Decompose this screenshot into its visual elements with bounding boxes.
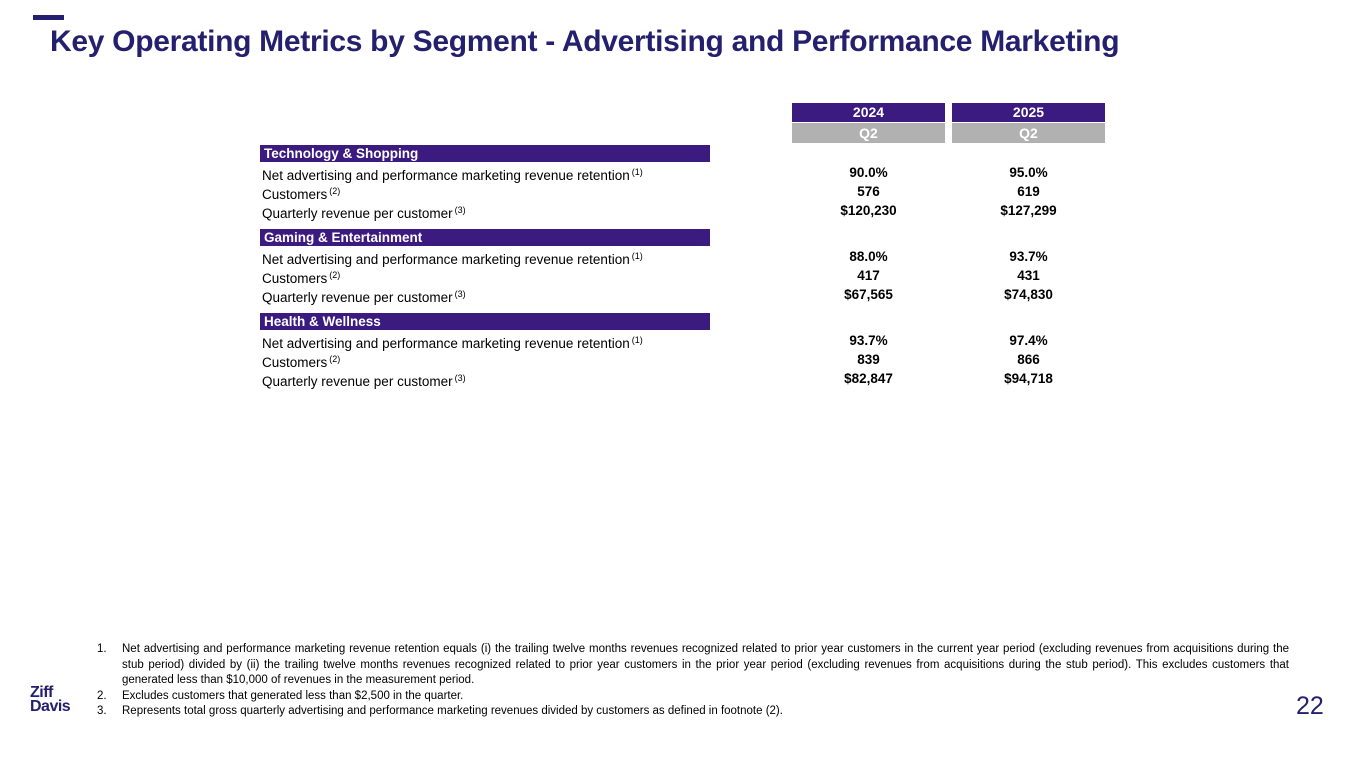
quarter-label-2025: Q2 <box>952 123 1105 143</box>
metric-row: Quarterly revenue per customer (3) $120,2… <box>0 201 1365 223</box>
footnote-marker: (1) <box>631 167 643 177</box>
page-title: Key Operating Metrics by Segment - Adver… <box>50 25 1120 58</box>
footnote-marker: (1) <box>631 335 643 345</box>
metric-value-2024: 88.0% <box>849 249 888 264</box>
logo-line-2: Davis <box>30 698 71 715</box>
ziff-davis-logo: Ziff Davis <box>30 684 71 715</box>
metric-value-2024: $67,565 <box>844 287 893 302</box>
metric-value-2024: 417 <box>857 268 880 283</box>
metric-label-text: Quarterly revenue per customer <box>262 374 453 389</box>
year-label-2025: 2025 <box>952 103 1105 122</box>
metric-value-2025: $127,299 <box>1000 203 1057 218</box>
title-accent-bar <box>33 15 64 20</box>
metric-value-2024: 93.7% <box>849 333 888 348</box>
footnote-marker: (3) <box>454 205 466 215</box>
metric-label-text: Customers <box>262 271 328 286</box>
metric-value-2025: 431 <box>1017 268 1040 283</box>
footnote-text: Represents total gross quarterly adverti… <box>122 705 783 717</box>
quarter-label-2024: Q2 <box>792 123 945 143</box>
footnote-item: 3. Represents total gross quarterly adve… <box>97 704 1289 720</box>
footnote-number: 2. <box>97 689 107 702</box>
metric-label-text: Customers <box>262 187 328 202</box>
metric-row: Quarterly revenue per customer (3) $67,56… <box>0 285 1365 307</box>
metric-value-2025: 97.4% <box>1009 333 1048 348</box>
segment-header: Health & Wellness <box>260 313 710 330</box>
footnotes: 1. Net advertising and performance marke… <box>97 642 1289 720</box>
metric-label-text: Quarterly revenue per customer <box>262 206 453 221</box>
segment-header: Technology & Shopping <box>260 145 710 162</box>
metric-value-2024: $82,847 <box>844 371 893 386</box>
footnote-marker: (3) <box>454 289 466 299</box>
year-label-2024: 2024 <box>792 103 945 122</box>
metric-row: Customers (2) 839 866 <box>0 350 1365 372</box>
metric-row: Net advertising and performance marketin… <box>0 247 1365 269</box>
footnote-text: Excludes customers that generated less t… <box>122 689 464 702</box>
metric-label-text: Net advertising and performance marketin… <box>262 336 630 351</box>
metric-row: Quarterly revenue per customer (3) $82,84… <box>0 369 1365 391</box>
metric-row: Net advertising and performance marketin… <box>0 331 1365 353</box>
metric-value-2025: $94,718 <box>1004 371 1053 386</box>
metric-label-text: Net advertising and performance marketin… <box>262 168 630 183</box>
metric-label: Net advertising and performance marketin… <box>262 331 643 353</box>
metric-label: Quarterly revenue per customer (3) <box>262 285 466 307</box>
metric-row: Customers (2) 576 619 <box>0 182 1365 204</box>
footnote-text: Net advertising and performance marketin… <box>122 643 1289 686</box>
metric-label: Customers (2) <box>262 266 340 288</box>
metric-value-2025: 619 <box>1017 184 1040 199</box>
metric-row: Customers (2) 417 431 <box>0 266 1365 288</box>
metric-value-2025: 93.7% <box>1009 249 1048 264</box>
metric-label: Quarterly revenue per customer (3) <box>262 201 466 223</box>
metric-value-2024: 576 <box>857 184 880 199</box>
logo-line-1: Ziff <box>30 684 53 701</box>
metric-label: Quarterly revenue per customer (3) <box>262 369 466 391</box>
metric-label: Net advertising and performance marketin… <box>262 163 643 185</box>
footnote-number: 3. <box>97 705 107 717</box>
metric-value-2024: $120,230 <box>840 203 897 218</box>
metric-value-2024: 839 <box>857 352 880 367</box>
footnote-marker: (2) <box>329 354 341 364</box>
footnote-item: 1. Net advertising and performance marke… <box>97 642 1289 689</box>
footnote-marker: (3) <box>454 373 466 383</box>
metric-row: Net advertising and performance marketin… <box>0 163 1365 185</box>
metric-value-2025: $74,830 <box>1004 287 1053 302</box>
page-number: 22 <box>1296 692 1324 720</box>
footnote-marker: (1) <box>631 251 643 261</box>
column-header-2024: 2024 Q2 <box>792 103 945 143</box>
footnote-item: 2. Excludes customers that generated les… <box>97 689 1289 705</box>
column-header-2025: 2025 Q2 <box>952 103 1105 143</box>
metric-label-text: Net advertising and performance marketin… <box>262 252 630 267</box>
metric-value-2024: 90.0% <box>849 165 888 180</box>
metric-label: Net advertising and performance marketin… <box>262 247 643 269</box>
segment-header: Gaming & Entertainment <box>260 229 710 246</box>
metric-value-2025: 866 <box>1017 352 1040 367</box>
footnote-number: 1. <box>97 643 107 655</box>
metric-value-2025: 95.0% <box>1009 165 1048 180</box>
metric-label: Customers (2) <box>262 182 340 204</box>
metric-label-text: Customers <box>262 355 328 370</box>
footnote-marker: (2) <box>329 186 341 196</box>
metric-label-text: Quarterly revenue per customer <box>262 290 453 305</box>
footnote-marker: (2) <box>329 270 341 280</box>
metric-label: Customers (2) <box>262 350 340 372</box>
